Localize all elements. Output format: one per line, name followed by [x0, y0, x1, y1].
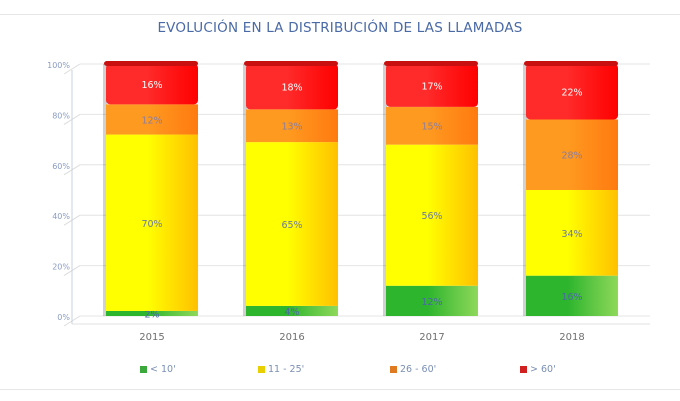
y-tick-label: 100%: [47, 61, 70, 70]
bar-segment: [106, 64, 198, 105]
chart-frame: [0, 14, 680, 390]
y-axis: 0% 20% 40% 60% 80% 100%: [47, 61, 650, 325]
bar-side: [523, 190, 527, 276]
legend: < 10' 11 - 25' 26 - 60' > 60': [0, 364, 680, 378]
x-tick-label: 2015: [139, 332, 164, 343]
bar-stack-2017: 12% 56% 15% 17%: [383, 61, 478, 316]
bar-segment: [526, 119, 618, 190]
y-tick-label: 0%: [57, 313, 70, 322]
bar-side: [103, 310, 107, 316]
bar-top: [104, 61, 198, 66]
bar-top: [384, 61, 478, 66]
bar-stack-2015: 2% 70% 12% 16%: [103, 61, 198, 320]
legend-item: < 10': [140, 364, 176, 375]
y-tick-label: 20%: [52, 263, 70, 272]
legend-item: > 60': [520, 364, 556, 375]
bar-side: [523, 275, 527, 316]
bar-stack-2018: 16% 34% 28% 22%: [523, 61, 618, 316]
y-tick-label: 40%: [52, 212, 70, 221]
legend-label: > 60': [530, 364, 556, 375]
legend-swatch: [520, 366, 527, 373]
bar-segment: [386, 285, 478, 316]
x-tick-label: 2018: [559, 332, 584, 343]
bar-segment: [246, 142, 338, 306]
bar-segment: [246, 64, 338, 110]
data-label: 2%: [144, 309, 159, 320]
bar-segment: [246, 109, 338, 143]
data-label: 13%: [281, 122, 302, 133]
bar-segment: [386, 106, 478, 145]
legend-swatch: [258, 366, 265, 373]
bar-side: [103, 134, 107, 311]
gridline-depth: [63, 63, 81, 75]
data-label: 65%: [281, 220, 302, 231]
bar-side: [383, 64, 387, 107]
data-label: 16%: [141, 80, 162, 91]
bar-side: [523, 119, 527, 190]
bar-segment: [386, 64, 478, 107]
bar-side: [383, 106, 387, 145]
legend-swatch: [140, 366, 147, 373]
data-label: 12%: [141, 115, 162, 126]
data-label: 15%: [421, 122, 442, 133]
bar-segment: [106, 310, 198, 316]
bar-side: [243, 109, 247, 143]
data-label: 18%: [281, 83, 302, 94]
bar-segment: [106, 104, 198, 135]
y-tick-label: 60%: [52, 162, 70, 171]
bar-side: [243, 142, 247, 306]
data-label: 17%: [421, 81, 442, 92]
data-label: 56%: [421, 211, 442, 222]
x-axis: 2015 2016 2017 2018: [139, 332, 584, 343]
bar-segment: [526, 64, 618, 120]
data-label: 22%: [561, 88, 582, 99]
bar-segment: [386, 144, 478, 286]
bar-side: [103, 104, 107, 135]
bars: 2% 70% 12% 16% 4% 65% 13% 18% 12% 56% 15% 17% 16% 34%…: [103, 61, 618, 320]
legend-item: 26 - 60': [390, 364, 436, 375]
data-label: 16%: [561, 292, 582, 303]
bar-top: [524, 61, 618, 66]
bar-side: [103, 64, 107, 105]
y-tick-label: 80%: [52, 111, 70, 120]
bar-stack-2016: 4% 65% 13% 18%: [243, 61, 338, 318]
x-tick-label: 2017: [419, 332, 444, 343]
bar-segment: [526, 275, 618, 316]
bar-top: [244, 61, 338, 66]
bar-side: [523, 64, 527, 120]
legend-label: < 10': [150, 364, 176, 375]
bar-side: [383, 285, 387, 316]
x-tick-label: 2016: [279, 332, 304, 343]
data-label: 4%: [284, 307, 299, 318]
data-label: 12%: [421, 297, 442, 308]
legend-item: 11 - 25': [258, 364, 304, 375]
data-label: 28%: [561, 151, 582, 162]
data-label: 70%: [141, 219, 162, 230]
legend-swatch: [390, 366, 397, 373]
data-label: 34%: [561, 229, 582, 240]
bar-side: [243, 64, 247, 110]
legend-label: 11 - 25': [268, 364, 305, 375]
chart-title: EVOLUCIÓN EN LA DISTRIBUCIÓN DE LAS LLAM…: [157, 20, 523, 36]
bar-segment: [246, 305, 338, 316]
bar-side: [383, 144, 387, 286]
bar-segment: [106, 134, 198, 311]
bar-side: [243, 305, 247, 316]
legend-label: 26 - 60': [400, 364, 437, 375]
bar-segment: [526, 190, 618, 276]
